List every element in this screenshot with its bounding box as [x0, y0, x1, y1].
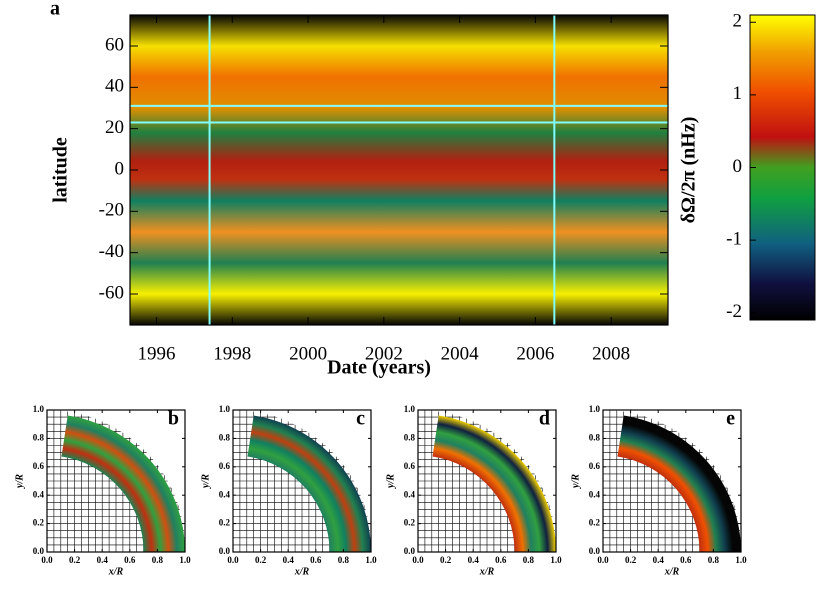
y-axis-label: y/R [570, 474, 581, 489]
y-tick-label: 0.8 [404, 432, 416, 442]
y-tick-label: 1.0 [589, 404, 601, 414]
x-tick-label: 0.4 [283, 555, 295, 565]
y-tick-label: 0.6 [219, 461, 231, 471]
x-tick-label: 0.8 [523, 555, 535, 565]
y-tick-label: 0.4 [404, 489, 416, 499]
x-tick-label: 1.0 [735, 555, 747, 565]
x-axis-label: x/R [294, 566, 310, 577]
x-tick-label: 1996 [138, 343, 176, 364]
x-tick-label: 1.0 [365, 555, 377, 565]
y-tick-label: 1.0 [219, 404, 231, 414]
x-tick-label: 0.0 [227, 555, 239, 565]
colorbar-tick-label: -1 [726, 228, 742, 249]
x-tick-label: 0.0 [412, 555, 424, 565]
y-tick-label: 0 [115, 158, 125, 179]
outside-mask [418, 410, 556, 552]
x-axis-label: x/R [664, 566, 680, 577]
y-axis-label: y/R [385, 474, 396, 489]
panel-label: a [50, 0, 60, 20]
outside-mask [233, 410, 371, 552]
panel-label: c [356, 408, 365, 430]
annulus [617, 415, 741, 552]
y-tick-label: 1.0 [33, 404, 45, 414]
x-tick-label: 2006 [516, 343, 554, 364]
panel-label: d [539, 408, 550, 430]
y-tick-label: 0.0 [404, 546, 416, 556]
y-tick-label: 0.8 [33, 432, 45, 442]
colorbar [749, 14, 816, 321]
x-axis-label: x/R [108, 566, 124, 577]
colorbar-tick-label: 1 [733, 83, 743, 104]
colorbar-tick-label: 2 [733, 11, 743, 32]
x-tick-label: 0.4 [653, 555, 665, 565]
y-tick-label: 0.2 [33, 518, 45, 528]
colorbar-label: δΩ/2π (nHz) [678, 117, 700, 224]
x-tick-label: 0.4 [97, 555, 109, 565]
x-tick-label: 0.2 [69, 555, 81, 565]
x-tick-label: 0.2 [625, 555, 637, 565]
x-tick-label: 0.8 [338, 555, 350, 565]
y-tick-label: 0.6 [33, 461, 45, 471]
panel-label: e [726, 408, 735, 430]
x-tick-label: 0.6 [680, 555, 692, 565]
y-tick-label: -40 [99, 241, 124, 262]
outside-mask [47, 410, 185, 552]
plot-frame [232, 409, 372, 553]
y-tick-label: 0.4 [219, 489, 231, 499]
y-axis-label: y/R [200, 474, 211, 489]
y-tick-label: 0.8 [219, 432, 231, 442]
panel-label: b [168, 408, 179, 430]
y-tick-label: 0.6 [589, 461, 601, 471]
x-tick-label: 0.6 [495, 555, 507, 565]
y-tick-label: 0.8 [589, 432, 601, 442]
y-tick-label: 40 [105, 76, 124, 97]
annulus [247, 415, 371, 552]
y-tick-label: 0.0 [589, 546, 601, 556]
y-tick-label: 0.0 [33, 546, 45, 556]
x-tick-label: 0.6 [124, 555, 136, 565]
outside-mask [603, 410, 741, 552]
x-tick-label: 1.0 [550, 555, 562, 565]
y-tick-label: 0.2 [219, 518, 231, 528]
x-tick-label: 2002 [365, 343, 403, 364]
plot-frame [46, 409, 186, 553]
colorbar-tick-label: 0 [733, 156, 743, 177]
x-tick-label: 0.2 [255, 555, 267, 565]
annulus [61, 415, 185, 552]
y-axis-label: latitude [50, 137, 72, 203]
y-tick-label: -20 [99, 200, 124, 221]
y-tick-label: -60 [99, 282, 124, 303]
x-tick-label: 0.0 [41, 555, 53, 565]
colorbar-tick-label: -2 [726, 301, 742, 322]
x-tick-label: 0.6 [310, 555, 322, 565]
y-tick-label: 0.4 [589, 489, 601, 499]
x-tick-label: 2008 [592, 343, 630, 364]
x-tick-label: 1.0 [179, 555, 191, 565]
y-tick-label: 0.2 [404, 518, 416, 528]
y-tick-label: 0.4 [33, 489, 45, 499]
plot-frame [417, 409, 557, 553]
y-tick-label: 0.6 [404, 461, 416, 471]
x-tick-label: 2004 [441, 343, 480, 364]
x-tick-label: 0.4 [468, 555, 480, 565]
annulus [432, 415, 556, 552]
y-tick-label: 20 [105, 117, 124, 138]
heatmap-image [130, 15, 668, 325]
y-axis-label: y/R [14, 474, 25, 489]
y-tick-label: 1.0 [404, 404, 416, 414]
y-tick-label: 0.0 [219, 546, 231, 556]
plot-frame [602, 409, 742, 553]
x-tick-label: 1998 [213, 343, 251, 364]
x-axis-label: x/R [479, 566, 495, 577]
x-tick-label: 0.0 [597, 555, 609, 565]
x-tick-label: 2000 [289, 343, 327, 364]
y-tick-label: 60 [105, 34, 124, 55]
x-tick-label: 0.8 [152, 555, 164, 565]
y-tick-label: 0.2 [589, 518, 601, 528]
x-tick-label: 0.8 [708, 555, 720, 565]
x-axis-label: Date (years) [327, 357, 431, 379]
x-tick-label: 0.2 [440, 555, 452, 565]
